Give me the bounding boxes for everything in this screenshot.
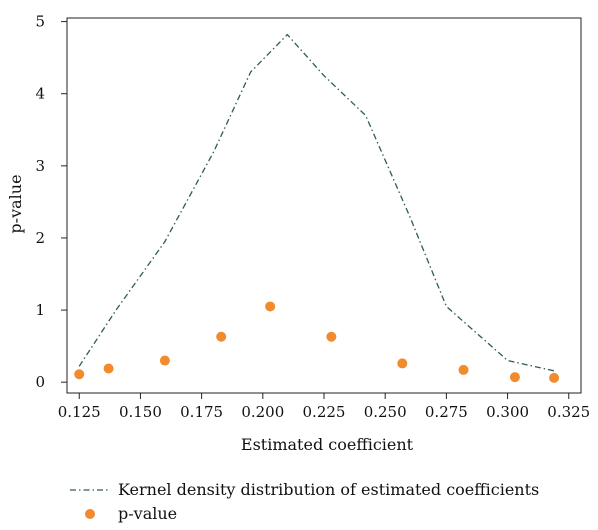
x-axis-title: Estimated coefficient — [241, 435, 414, 454]
p-value-point — [74, 369, 85, 380]
y-tick-label-3: 3 — [35, 157, 45, 175]
chart: 0.125 0.150 0.175 0.200 0.225 0.250 0.275 0.300… — [6, 13, 590, 454]
y-tick-label-4: 4 — [35, 85, 45, 103]
y-tick-label-5: 5 — [35, 13, 45, 31]
p-value-point — [509, 372, 520, 383]
p-value-point — [326, 331, 337, 342]
p-value-point — [216, 331, 227, 342]
x-tick-label-2: 0.175 — [180, 403, 223, 421]
legend-label-pvalue: p-value — [118, 504, 178, 523]
p-value-point — [103, 363, 114, 374]
y-tick-label-1: 1 — [35, 301, 45, 319]
axes: 0.125 0.150 0.175 0.200 0.225 0.250 0.275 0.300… — [35, 13, 590, 421]
x-tick-label-7: 0.300 — [486, 403, 529, 421]
legend-label-density: Kernel density distribution of estimated… — [118, 480, 540, 499]
p-value-point — [397, 358, 408, 369]
legend: Kernel density distribution of estimated… — [68, 478, 539, 526]
dot-swatch-icon — [85, 509, 95, 519]
y-tick-label-2: 2 — [35, 229, 45, 247]
p-value-point — [265, 301, 276, 312]
y-tick-label-0: 0 — [35, 373, 45, 391]
x-tick-label-3: 0.200 — [241, 403, 284, 421]
plot-frame — [66, 17, 582, 394]
p-value-point — [159, 355, 170, 366]
legend-item-density: Kernel density distribution of estimated… — [68, 478, 539, 502]
plot-area — [74, 33, 560, 383]
p-value-point — [549, 372, 560, 383]
x-tick-label-8: 0.325 — [547, 403, 590, 421]
x-tick-label-6: 0.275 — [425, 403, 468, 421]
x-tick-label-4: 0.225 — [303, 403, 346, 421]
legend-item-pvalue: p-value — [68, 502, 539, 526]
p-value-point — [458, 364, 469, 375]
density-line — [78, 33, 557, 373]
y-axis-title: p-value — [6, 174, 25, 233]
dash-dot-line-swatch-icon — [70, 489, 110, 491]
x-tick-label-5: 0.250 — [364, 403, 407, 421]
x-tick-label-0: 0.125 — [58, 403, 101, 421]
x-tick-label-1: 0.150 — [119, 403, 162, 421]
